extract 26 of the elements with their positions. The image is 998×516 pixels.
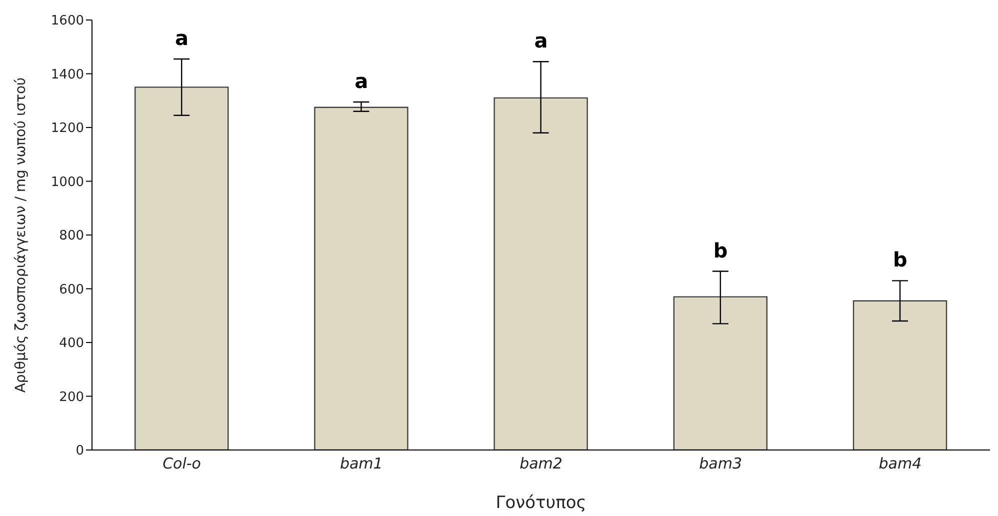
x-tick-label: bam4: [878, 454, 922, 473]
x-tick-label: Col-o: [162, 454, 202, 473]
x-axis-title: Γονότυπος: [496, 493, 586, 513]
y-tick-label: 0: [76, 444, 84, 459]
bar: [494, 97, 588, 450]
annotation: a: [175, 26, 189, 50]
y-tick-label: 800: [59, 228, 84, 244]
x-tick-label: bam2: [520, 454, 562, 473]
annotation: a: [534, 28, 548, 53]
annotation: b: [893, 248, 908, 272]
y-tick-label: 1200: [50, 121, 84, 136]
x-tick-label: bam3: [699, 454, 742, 473]
y-tick-label: 1400: [50, 67, 84, 82]
annotation: b: [713, 238, 728, 262]
y-tick-label: 1600: [50, 14, 84, 29]
annotation: a: [354, 68, 368, 93]
x-tick-label: bam1: [340, 454, 383, 473]
bar: [852, 300, 948, 450]
bar: [673, 296, 768, 450]
y-tick-label: 200: [59, 390, 84, 405]
y-axis-title: Αριθμός ζωοσποριάγγειων / mg νωπού ιστού: [12, 77, 29, 393]
y-tick-label: 400: [59, 336, 84, 352]
bar: [134, 86, 229, 450]
y-tick-label: 1000: [50, 174, 84, 190]
y-tick-label: 600: [59, 282, 84, 298]
bar: [314, 106, 408, 450]
